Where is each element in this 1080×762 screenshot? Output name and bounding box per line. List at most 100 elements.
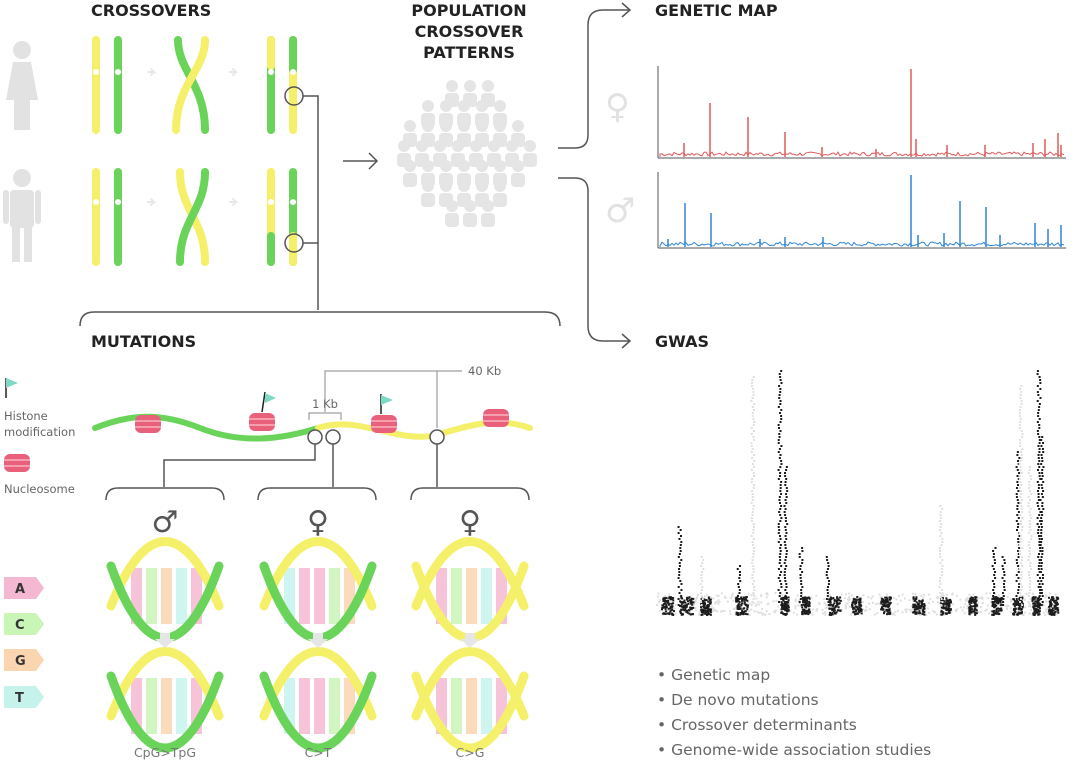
gwas-tower-point [739, 565, 742, 567]
histone-legend-label-2: modification [4, 425, 75, 439]
gwas-point [668, 602, 671, 605]
gwas-point [709, 601, 712, 604]
crowd-person [404, 120, 416, 132]
gwas-point [707, 596, 710, 599]
gwas-point [692, 597, 695, 600]
gwas-tower-point [1019, 514, 1022, 516]
gwas-tower-point [784, 577, 787, 579]
gwas-point [997, 607, 1000, 610]
gwas-point [1051, 609, 1054, 612]
gwas-tower-point [753, 403, 756, 405]
gwas-point [914, 611, 917, 614]
gwas-tower-point [783, 505, 786, 507]
base-pair [299, 568, 310, 624]
gwas-point [782, 608, 785, 611]
gwas-tower-point [827, 565, 830, 567]
gwas-point-light [935, 596, 938, 599]
helix-strand [411, 671, 529, 753]
gwas-tower-point [1018, 457, 1021, 459]
gwas-point [785, 612, 788, 615]
gwas-tower-point [1038, 376, 1041, 378]
gwas-point [833, 599, 836, 602]
gwas-tower-point [785, 565, 788, 567]
gwas-tower-point [1028, 523, 1031, 525]
gwas-point [692, 606, 695, 609]
population-heading-line1: POPULATION [411, 1, 526, 20]
gwas-tower-point [1041, 460, 1044, 462]
gwas-tower-point [785, 553, 788, 555]
gwas-tower-point [677, 556, 680, 558]
gwas-point [781, 605, 784, 608]
gwas-tower-point [783, 574, 786, 576]
gwas-tower-point [940, 604, 943, 606]
gwas-point [832, 610, 835, 613]
gwas-point-light [862, 594, 865, 597]
gwas-point-light [896, 609, 899, 612]
gwas-tower-point [1040, 526, 1043, 528]
female-genetic-map-chart [657, 66, 1066, 159]
gwas-tower-point [780, 463, 783, 465]
gwas-tower-point [1017, 550, 1020, 552]
gwas-point-light [964, 603, 967, 606]
gwas-point-light [795, 613, 798, 616]
gwas-point [992, 596, 995, 599]
gwas-point [1036, 604, 1039, 607]
gwas-point-light [926, 607, 929, 610]
gwas-point [1053, 599, 1056, 602]
gwas-tower-point [1028, 466, 1031, 468]
gwas-point-light [917, 609, 920, 612]
gwas-tower-point [1017, 538, 1020, 540]
gwas-point [685, 610, 688, 613]
gwas-point [1034, 612, 1037, 615]
gwas-point-light [704, 595, 707, 598]
gwas-point [880, 602, 883, 605]
gwas-tower-point [700, 589, 703, 591]
gwas-tower-point [779, 391, 782, 393]
gwas-tower-point [1039, 547, 1042, 549]
gwas-point-light [750, 608, 753, 611]
gwas-tower-point [1015, 580, 1018, 582]
gwas-point-light [658, 599, 661, 602]
gwas-tower-point [1040, 511, 1043, 513]
crowd-person [446, 80, 458, 92]
gwas-point [852, 610, 855, 613]
gwas-point-light [888, 599, 891, 602]
gwas-point [970, 596, 973, 599]
gwas-tower-point [1016, 475, 1019, 477]
gwas-point-light [906, 608, 909, 611]
gwas-tower-point [1021, 433, 1024, 435]
gwas-point-light [673, 596, 676, 599]
gwas-point-light [981, 597, 984, 600]
gwas-tower-point [1029, 580, 1032, 582]
gwas-tower-point [800, 583, 803, 585]
gwas-tower-point [1019, 490, 1022, 492]
gwas-tower-point [1037, 505, 1040, 507]
gwas-point [942, 603, 945, 606]
gwas-tower-point [1028, 499, 1031, 501]
gwas-point [736, 596, 739, 599]
gwas-tower-point [1030, 478, 1033, 480]
gwas-point [922, 603, 925, 606]
gwas-point [968, 610, 971, 613]
gwas-point-light [747, 593, 750, 596]
crowd-person [464, 200, 476, 212]
gwas-point-light [716, 610, 719, 613]
gwas-tower-point [1021, 517, 1024, 519]
gwas-point [829, 611, 832, 614]
gwas-point-light [756, 610, 759, 613]
gwas-tower-point [1028, 511, 1031, 513]
gwas-point [945, 605, 948, 608]
gwas-point-light [935, 613, 938, 616]
gwas-tower-point [778, 394, 781, 396]
gwas-point-light [1031, 613, 1034, 616]
gwas-point [833, 598, 836, 601]
gwas-tower-point [939, 562, 942, 564]
gwas-point [853, 610, 856, 613]
gwas-point [665, 610, 668, 613]
gwas-point [805, 612, 808, 615]
gwas-point [946, 602, 949, 605]
gwas-point [880, 600, 883, 603]
gwas-point [970, 611, 973, 614]
gwas-point-light [941, 592, 944, 595]
gwas-tower-point [1020, 559, 1023, 561]
